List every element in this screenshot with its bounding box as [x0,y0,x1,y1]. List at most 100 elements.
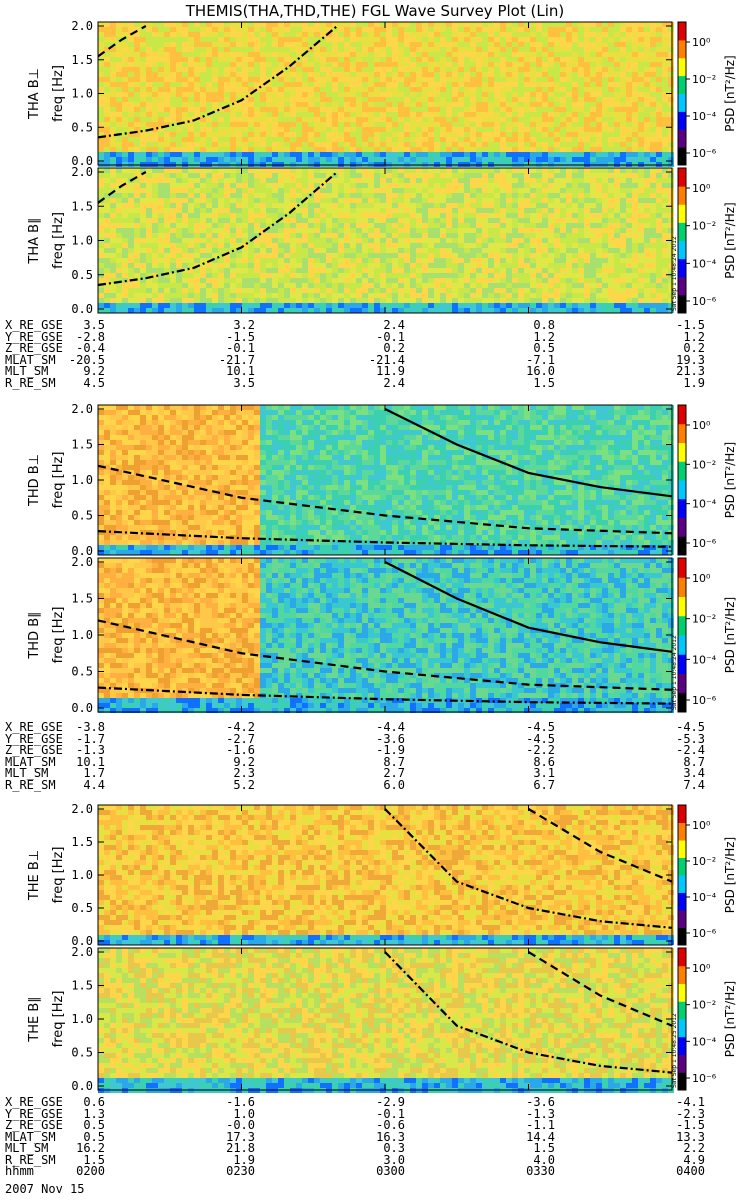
ephemeris-value: 2.4 [345,378,405,390]
colorbar: 10⁰ 10⁻² 10⁻⁴ 10⁻⁶ PSD [nT²/Hz] [678,805,737,946]
y-tick-label: 0.5 [71,1046,93,1060]
ephemeris-row: MLT_SM 16.2 21.8 0.3 1.5 2.2 [5,1143,745,1155]
panel-ylabel: THD B∥ [27,611,42,659]
ephemeris-row: MLAT_SM -20.5 -21.7 -21.4 -7.1 19.3 [5,355,745,367]
y-tick-label: 0.0 [71,1079,93,1093]
panel-ylabel: THA B⊥ [27,68,42,120]
ephemeris-row: R_RE_SM 4.5 3.5 2.4 1.5 1.9 [5,378,745,390]
y-tick-label: 0.5 [71,120,93,134]
ephemeris-value: 3.5 [195,378,255,390]
colorbar-tick-label: 10⁻⁴ [692,891,717,904]
y-tick-label: 0.5 [71,509,93,523]
colorbar-label: PSD [nT²/Hz] [723,442,737,518]
colorbar-tick-label: 10⁻⁴ [692,653,717,666]
colorbar-tick-label: 10⁰ [692,962,711,975]
colorbar-tick-label: 10⁻⁶ [692,694,717,707]
colorbar: 10⁰ 10⁻² 10⁻⁴ 10⁻⁶ PSD [nT²/Hz] [678,405,737,556]
colorbar-tick-label: 10⁰ [692,572,711,585]
colorbar-tick-label: 10⁻⁴ [692,498,717,511]
colorbar-tick-label: 10⁻⁶ [692,1072,717,1085]
timestamp-stamp: Sat Sep 1 10:48:24 2012 [671,236,678,311]
colorbar-tick-label: 10⁻⁶ [692,147,717,160]
ephemeris-value: 0400 [645,1166,705,1178]
ephemeris-row: MLAT_SM 10.1 9.2 8.7 8.6 8.7 [5,757,745,769]
colorbar-label: PSD [nT²/Hz] [723,837,737,913]
y-tick-label: 1.0 [71,628,93,642]
colorbar-tick-label: 10⁻⁶ [692,537,717,550]
ephemeris-value: 1.5 [495,378,555,390]
colorbar-tick-label: 10⁰ [692,36,711,49]
y-tick-label: 1.5 [71,835,93,849]
colorbar-tick-label: 10⁻² [692,855,716,868]
y-tick-label: 2.0 [71,402,93,416]
y-tick-label: 0.5 [71,901,93,915]
ephemeris-row: Y_RE_GSE 1.3 1.0 -0.1 -1.3 -2.3 [5,1109,745,1121]
y-tick-label: 2.0 [71,945,93,959]
ephemeris-value: 5.2 [195,780,255,792]
colorbar-tick-label: 10⁰ [692,419,711,432]
colorbar-tick-label: 10⁻⁴ [692,1035,717,1048]
colorbar-tick-label: 10⁻⁶ [692,927,717,940]
ephemeris-row: MLAT_SM 0.5 17.3 16.3 14.4 13.3 [5,1132,745,1144]
y-tick-label: 2.0 [71,165,93,179]
colorbar-label: PSD [nT²/Hz] [723,55,737,131]
ephemeris-value: 0230 [195,1166,255,1178]
ephemeris-row: MLT_SM 1.7 2.3 2.7 3.1 3.4 [5,768,745,780]
colorbar-label: PSD [nT²/Hz] [723,597,737,673]
colorbar-tick-label: 10⁻⁶ [692,295,717,308]
y-tick-label: 1.0 [71,1012,93,1026]
ephemeris-row: R_RE_SM 1.5 1.9 3.0 4.0 4.9 [5,1155,745,1167]
colorbar-tick-label: 10⁻² [692,458,716,471]
ephemeris-value: 1.9 [645,378,705,390]
ephemeris-row: Y_RE_GSE -2.8 -1.5 -0.1 1.2 1.2 [5,332,745,344]
ephemeris-value: 4.4 [45,780,105,792]
panel-unit-label: freq [Hz] [51,452,66,509]
timestamp-stamp: Sat Sep 1 10:48:24 2012 [671,635,678,710]
y-tick-label: 0.0 [71,302,93,316]
panel-ylabel: THD B⊥ [27,454,42,507]
date-label: 2007 Nov 15 [5,1182,84,1196]
ephemeris-table-thd: X_RE_GSE -3.8 -4.2 -4.4 -4.5 -4.5 Y_RE_GSE -1.7… [5,722,745,791]
panel-ylabel: THE B⊥ [27,850,42,901]
y-tick-label: 1.5 [71,979,93,993]
colorbar-tick-label: 10⁰ [692,182,711,195]
panel-unit-label: freq [Hz] [51,212,66,269]
ephemeris-row: Z_RE_GSE 0.5 -0.0 -0.6 -1.1 -1.5 [5,1120,745,1132]
colorbar-tick-label: 10⁻² [692,73,716,86]
y-tick-label: 1.0 [71,234,93,248]
panel-ylabel: THA B∥ [27,217,42,264]
ephemeris-row: Y_RE_GSE -1.7 -2.7 -3.6 -4.5 -5.3 [5,734,745,746]
y-tick-label: 0.5 [71,268,93,282]
ephemeris-value: 4.5 [45,378,105,390]
y-tick-label: 2.0 [71,19,93,33]
colorbar-tick-label: 10⁻² [692,999,716,1012]
colorbar-tick-label: 10⁰ [692,819,711,832]
colorbar: 10⁰ 10⁻² 10⁻⁴ 10⁻⁶ PSD [nT²/Hz] [678,948,737,1091]
timestamp-stamp: Sat Sep 1 10:48:25 2012 [671,1013,678,1088]
y-tick-label: 1.0 [71,868,93,882]
ephemeris-label: hhmm [5,1166,34,1178]
ephemeris-row: X_RE_GSE -3.8 -4.2 -4.4 -4.5 -4.5 [5,722,745,734]
ephemeris-value: 6.0 [345,780,405,792]
spectrogram-panel-5: 0.0 0.5 1.0 1.5 2.0 THE B∥ freq [Hz] 10⁰ 10⁻² 10⁻… [27,945,737,1093]
y-tick-label: 1.5 [71,199,93,213]
colorbar-label: PSD [nT²/Hz] [723,202,737,278]
colorbar-tick-label: 10⁻⁴ [692,257,717,270]
panel-unit-label: freq [Hz] [51,847,66,904]
colorbar-label: PSD [nT²/Hz] [723,981,737,1057]
ephemeris-table-the: X_RE_GSE 0.6 -1.6 -2.9 -3.6 -4.1 Y_RE_GSE 1.3 1.… [5,1097,745,1178]
panel-unit-label: freq [Hz] [51,991,66,1048]
panel-unit-label: freq [Hz] [51,607,66,664]
y-tick-label: 1.5 [71,438,93,452]
y-tick-label: 1.5 [71,592,93,606]
y-tick-label: 2.0 [71,555,93,569]
panel-ylabel: THE B∥ [27,996,42,1042]
